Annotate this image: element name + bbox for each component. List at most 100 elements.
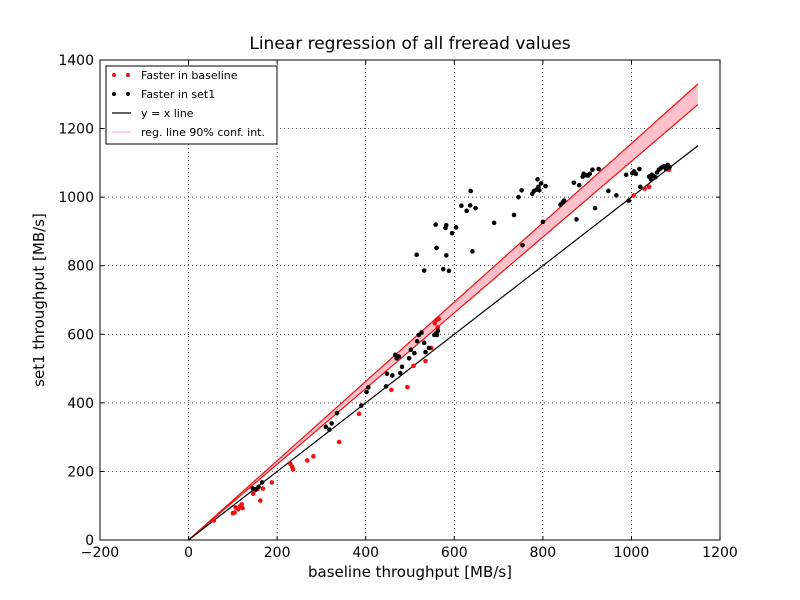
- set1-faster-point: [571, 180, 577, 186]
- axis-ticks: −200 0 200 400 600 800 1000 1200020040060080010…: [58, 53, 737, 561]
- set1-faster-point: [538, 181, 544, 186]
- set1-faster-point: [364, 389, 369, 395]
- set1-faster-point: [259, 480, 265, 485]
- baseline-faster-point: [250, 491, 256, 497]
- set1-faster-point: [444, 253, 449, 258]
- confidence-band-lower: [188, 104, 699, 541]
- baseline-faster-point: [436, 316, 442, 322]
- set1-faster-point: [587, 171, 593, 177]
- set1-faster-point: [511, 212, 517, 218]
- legend-marker: [112, 73, 116, 77]
- set1-faster-point: [637, 184, 643, 190]
- set1-faster-point: [423, 349, 428, 355]
- set1-faster-point: [663, 166, 669, 172]
- set1-faster-point: [596, 166, 601, 172]
- legend-label: Faster in baseline: [141, 69, 238, 82]
- x-tick-label: 400: [352, 545, 379, 561]
- set1-faster-point: [406, 355, 412, 361]
- x-tick-label: 1000: [614, 545, 650, 561]
- baseline-faster-point: [646, 184, 652, 190]
- baseline-faster-point: [311, 454, 316, 459]
- set1-faster-point: [449, 230, 455, 236]
- set1-faster-point: [574, 217, 579, 222]
- legend-marker: [112, 92, 116, 96]
- baseline-faster-point: [411, 363, 416, 369]
- baseline-faster-point: [240, 505, 245, 511]
- set1-faster-point: [408, 347, 414, 353]
- y-tick-label: 1200: [58, 122, 94, 138]
- x-tick-label: −200: [81, 545, 119, 561]
- set1-faster-point: [334, 410, 340, 416]
- plot-frame: [99, 59, 721, 541]
- reference-lines: [188, 145, 699, 541]
- x-tick-label: 1200: [702, 545, 738, 561]
- y-tick-label: 0: [85, 533, 94, 549]
- baseline-faster-point: [232, 510, 237, 515]
- set1-faster-point: [543, 183, 548, 189]
- set1-faster-point: [470, 249, 475, 254]
- y-tick-label: 1400: [58, 53, 94, 69]
- set1-faster-point: [412, 350, 417, 356]
- x-tick-label: 600: [441, 545, 468, 561]
- confidence-band-upper: [188, 83, 699, 541]
- x-axis-label: baseline throughput [MB/s]: [308, 563, 512, 581]
- set1-faster-point: [516, 194, 521, 200]
- set1-faster-point: [535, 177, 540, 182]
- baseline-faster-point: [336, 439, 342, 445]
- set1-faster-point: [653, 174, 658, 180]
- y-tick-label: 1000: [58, 190, 94, 206]
- set1-faster-point: [626, 198, 632, 203]
- set1-faster-point: [435, 328, 441, 334]
- set1-faster-point: [537, 187, 542, 193]
- set1-faster-point: [440, 266, 446, 272]
- set1-faster-point: [520, 242, 525, 248]
- y-tick-label: 400: [67, 396, 94, 412]
- identity-line: [188, 145, 699, 541]
- baseline-faster-point: [260, 486, 266, 491]
- set1-faster-point: [396, 354, 402, 359]
- set1-faster-point: [366, 385, 371, 390]
- baseline-faster-point: [258, 498, 263, 503]
- set1-faster-point: [473, 205, 478, 211]
- set1-faster-point: [648, 177, 654, 182]
- baseline-faster-point: [290, 467, 296, 472]
- set1-faster-point: [540, 219, 546, 225]
- y-tick-label: 200: [67, 464, 94, 480]
- set1-faster-point: [468, 188, 473, 194]
- baseline-faster-point: [304, 458, 310, 463]
- set1-faster-point: [384, 371, 390, 377]
- set1-faster-point: [434, 332, 440, 338]
- y-tick-label: 800: [67, 259, 94, 275]
- baseline-faster-point: [405, 384, 410, 390]
- set1-faster-point: [414, 338, 420, 344]
- set1-faster-point: [637, 166, 642, 172]
- baseline-faster-point: [642, 186, 648, 191]
- set1-faster-point: [323, 424, 329, 430]
- set1-faster-point: [453, 225, 459, 230]
- data-points: [211, 162, 672, 523]
- set1-faster-point: [434, 245, 439, 251]
- set1-faster-point: [329, 421, 334, 426]
- set1-faster-point: [623, 172, 629, 178]
- y-tick-label: 600: [67, 327, 94, 343]
- legend-marker: [126, 92, 130, 96]
- x-tick-label: 0: [184, 545, 193, 561]
- baseline-faster-point: [432, 321, 438, 326]
- legend: Faster in baseline Faster in set1 y = x li…: [105, 65, 278, 145]
- legend-marker: [126, 73, 130, 77]
- x-tick-label: 800: [529, 545, 556, 561]
- set1-faster-point: [383, 384, 389, 389]
- set1-faster-point: [358, 403, 364, 408]
- set1-faster-point: [421, 268, 427, 273]
- set1-faster-point: [464, 208, 469, 214]
- set1-faster-point: [614, 193, 619, 198]
- baseline-faster-point: [389, 387, 394, 393]
- legend-label: Faster in set1: [141, 88, 215, 101]
- set1-faster-point: [491, 220, 497, 226]
- set1-faster-point: [421, 340, 427, 346]
- set1-faster-point: [467, 203, 473, 208]
- set1-faster-point: [519, 187, 524, 193]
- set1-faster-point: [592, 205, 598, 211]
- set1-faster-point: [414, 252, 419, 258]
